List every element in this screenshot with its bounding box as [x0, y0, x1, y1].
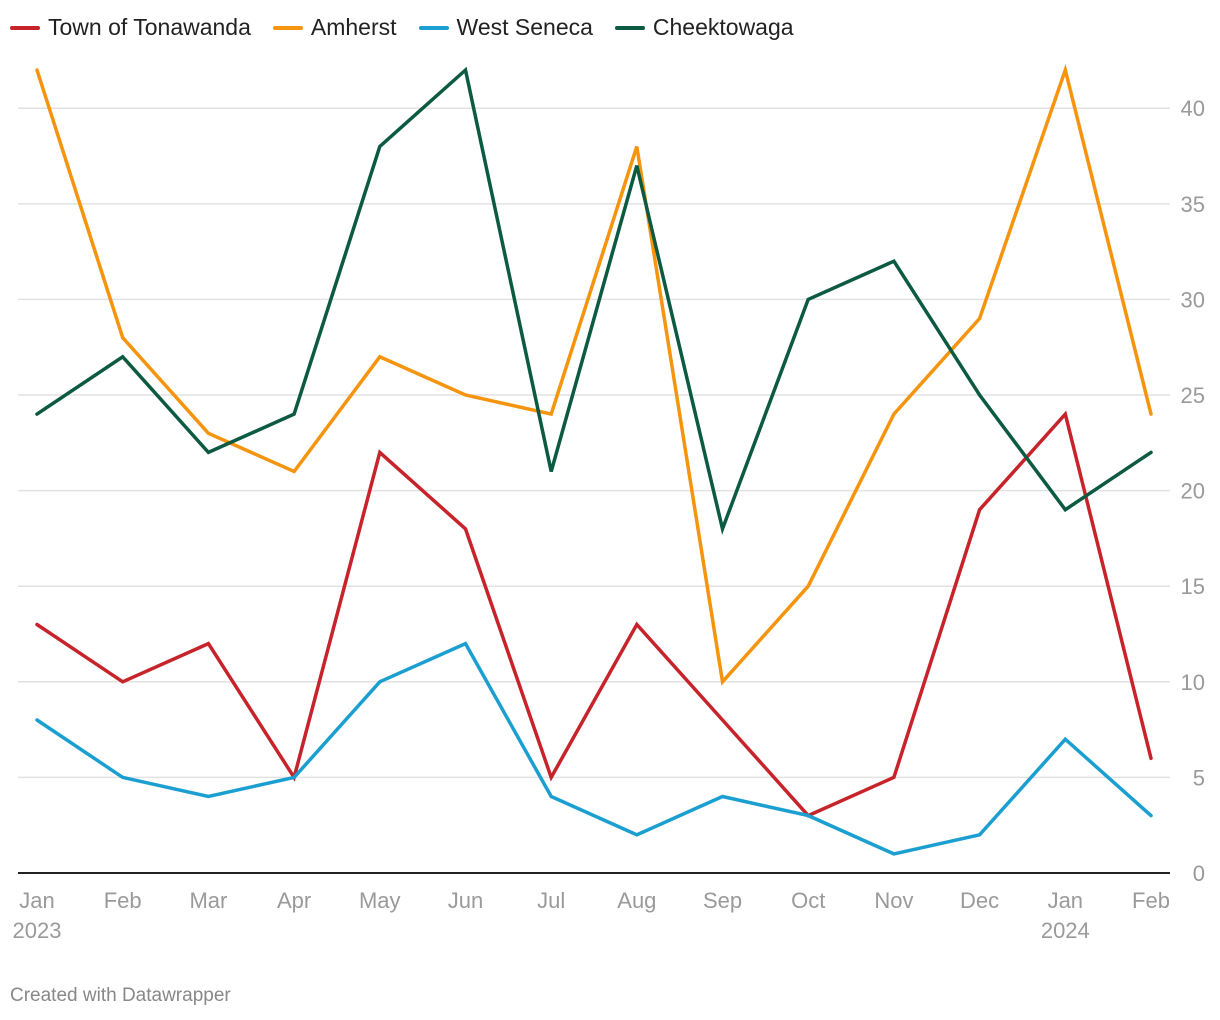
y-tick-label: 5 — [1193, 765, 1205, 790]
y-tick-label: 35 — [1181, 192, 1205, 217]
legend-item: West Seneca — [418, 14, 593, 41]
legend-swatch — [418, 25, 449, 30]
chart-legend: Town of Tonawanda Amherst West Seneca Cheek… — [10, 14, 794, 41]
legend-swatch — [614, 25, 645, 30]
x-tick-label: Jun — [448, 888, 483, 913]
x-tick-label: Feb — [104, 888, 142, 913]
x-year-label: 2023 — [13, 918, 62, 943]
series-line-town-of-tonawanda — [35, 410, 1153, 818]
y-tick-label: 10 — [1181, 670, 1205, 695]
x-tick-label: Jan — [19, 888, 54, 913]
legend-swatch — [10, 25, 40, 30]
credit-text: Created with Datawrapper — [10, 985, 231, 1006]
legend-label: Cheektowaga — [652, 14, 794, 40]
legend-label: West Seneca — [456, 14, 593, 40]
x-tick-label: Apr — [277, 888, 311, 913]
y-tick-label: 25 — [1181, 383, 1205, 408]
legend-label: Town of Tonawanda — [48, 14, 251, 40]
series-line-amherst — [35, 63, 1153, 686]
y-tick-label: 0 — [1193, 861, 1205, 886]
x-tick-label: Nov — [874, 888, 913, 913]
x-tick-label: Aug — [617, 888, 656, 913]
x-tick-label: Mar — [189, 888, 227, 913]
legend-swatch — [272, 25, 303, 30]
y-tick-label: 40 — [1181, 96, 1205, 121]
x-tick-label: Feb — [1132, 888, 1170, 913]
x-tick-label: Sep — [703, 888, 742, 913]
y-tick-label: 20 — [1181, 479, 1205, 504]
series-line-cheektowaga — [35, 66, 1153, 535]
series-line-west-seneca — [35, 641, 1153, 856]
legend-label: Amherst — [310, 14, 397, 40]
x-tick-label: Oct — [791, 888, 825, 913]
y-tick-label: 30 — [1181, 287, 1205, 312]
x-tick-label: Jan — [1048, 888, 1083, 913]
x-tick-label: May — [359, 888, 401, 913]
legend-item: Amherst — [272, 14, 397, 41]
y-tick-label: 15 — [1181, 574, 1205, 599]
x-tick-label: Dec — [960, 888, 999, 913]
legend-item: Cheektowaga — [614, 14, 794, 41]
x-year-label: 2024 — [1041, 918, 1090, 943]
x-tick-label: Jul — [537, 888, 565, 913]
legend-item: Town of Tonawanda — [10, 14, 251, 41]
